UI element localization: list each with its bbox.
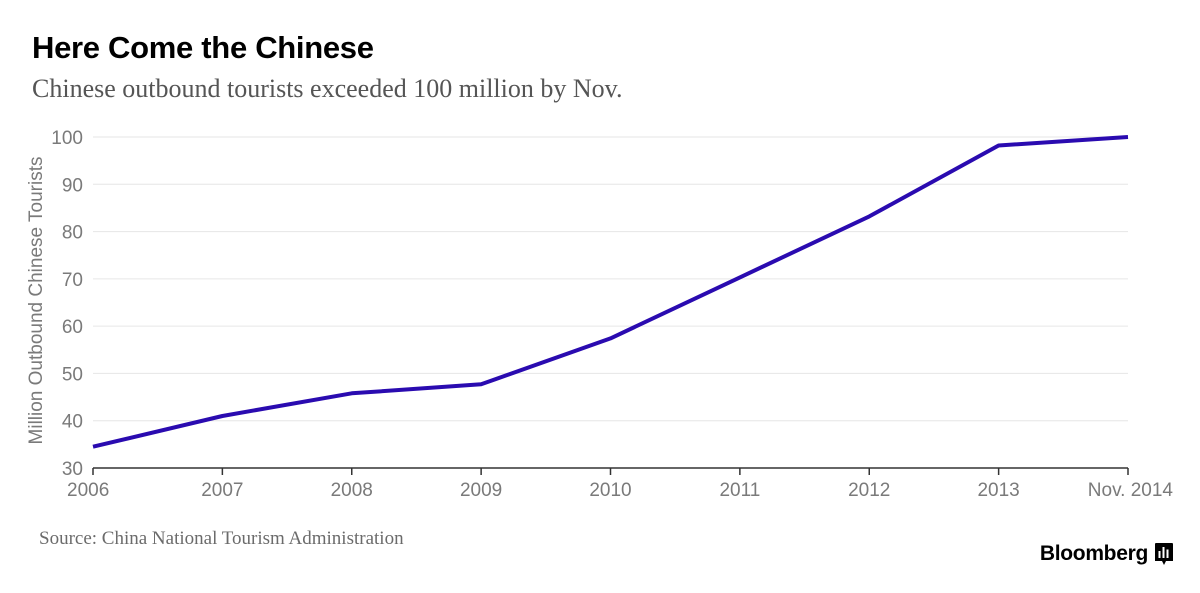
y-tick-label: 30 <box>62 459 83 480</box>
x-tick-label: Nov. 2014 <box>1088 480 1174 501</box>
x-tick-label: 2012 <box>848 480 890 501</box>
y-axis-tick-labels: 30 40 50 60 70 80 90 100 <box>51 128 83 480</box>
chart-title: Here Come the Chinese <box>32 30 374 65</box>
brand-name: Bloomberg <box>1039 542 1148 565</box>
gridlines <box>93 136 1128 422</box>
y-tick-label: 90 <box>62 175 83 196</box>
y-tick-label: 60 <box>62 317 83 338</box>
x-tick-label: 2010 <box>589 480 631 501</box>
brand-logo: Bloomberg <box>1040 542 1174 566</box>
x-tick-label: 2007 <box>201 480 243 501</box>
series-layer <box>92 135 1129 449</box>
y-axis-title: Million Outbound Chinese Tourists <box>26 157 47 445</box>
x-tick-label: 2009 <box>460 480 502 501</box>
y-tick-label: 40 <box>62 412 83 433</box>
chart-subtitle: Chinese outbound tourists exceeded 100 m… <box>32 74 623 103</box>
y-tick-label: 100 <box>51 128 83 149</box>
x-tick-label: 2008 <box>331 480 373 501</box>
y-tick-label: 50 <box>62 364 83 385</box>
x-tick-label: 2006 <box>67 480 109 501</box>
x-tick-label: 2013 <box>977 480 1019 501</box>
x-tick-label: 2011 <box>719 480 760 501</box>
series-line <box>92 135 1129 449</box>
source-note: Source: China National Tourism Administr… <box>39 528 404 549</box>
y-tick-label: 80 <box>62 223 83 244</box>
bloomberg-bar-chart-icon <box>1155 543 1173 565</box>
y-tick-label: 70 <box>62 270 83 291</box>
x-axis-tick-labels: 2006 2007 2008 2009 2010 2011 2012 2013 Nov. 201… <box>67 480 1173 501</box>
x-axis <box>92 467 1129 475</box>
